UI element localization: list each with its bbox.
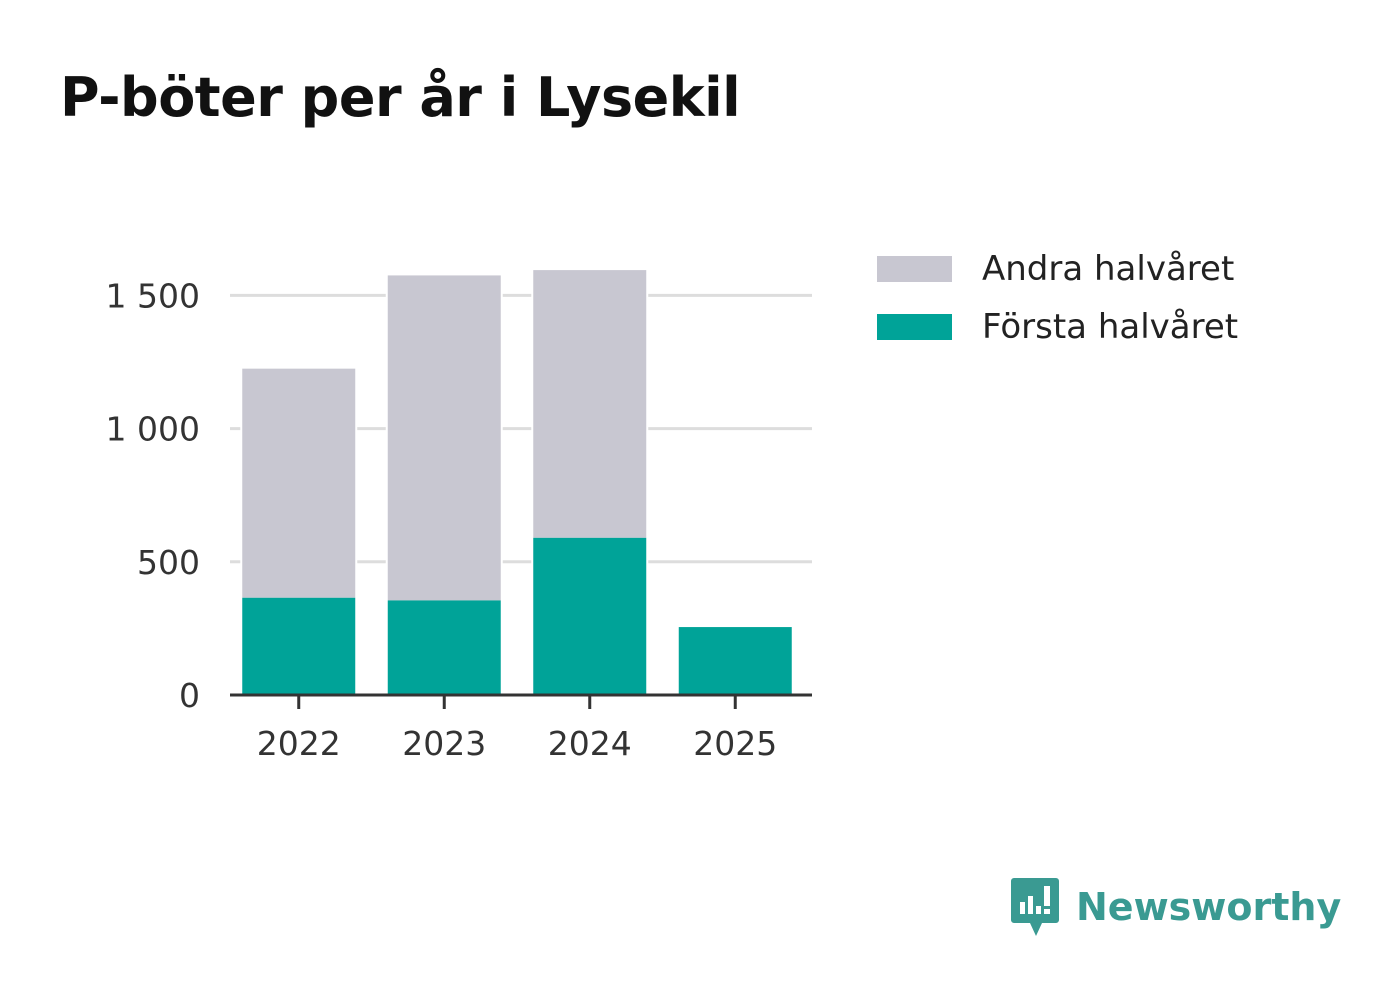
y-axis-labels: 0 500 1 000 1 500 [106,276,200,715]
bar-forsta-halvaret [387,600,501,695]
y-tick-label: 1 000 [106,410,200,449]
y-tick-label: 0 [179,676,200,715]
brand-name: Newsworthy [1076,885,1342,929]
legend-label-forsta: Första halvåret [982,307,1239,347]
chart-title: P-böter per år i Lysekil [60,66,741,129]
brand-logo: Newsworthy [1010,876,1341,938]
bar-andra-halvaret [533,270,647,538]
y-tick-label: 500 [137,543,200,582]
legend-swatch-andra [877,256,952,282]
legend: Andra halvåret Första halvåret [877,240,1238,356]
y-tick-label: 1 500 [106,276,200,315]
bars [240,268,794,695]
newsworthy-logo-icon [1011,878,1059,936]
x-axis-labels: 2022 2023 2024 2025 [257,724,777,763]
x-tick-label: 2024 [548,724,632,763]
bar-forsta-halvaret [678,627,792,695]
x-tick-label: 2022 [257,724,341,763]
legend-swatch-forsta [877,314,952,340]
bar-andra-halvaret [242,368,356,598]
x-axis [230,693,812,709]
bar-andra-halvaret [387,275,501,601]
legend-label-andra: Andra halvåret [982,249,1235,289]
x-tick-label: 2023 [402,724,486,763]
x-tick-label: 2025 [693,724,777,763]
bar-forsta-halvaret [242,597,356,695]
bar-forsta-halvaret [533,537,647,695]
legend-item-forsta: Första halvåret [877,298,1238,356]
legend-item-andra: Andra halvåret [877,240,1238,298]
